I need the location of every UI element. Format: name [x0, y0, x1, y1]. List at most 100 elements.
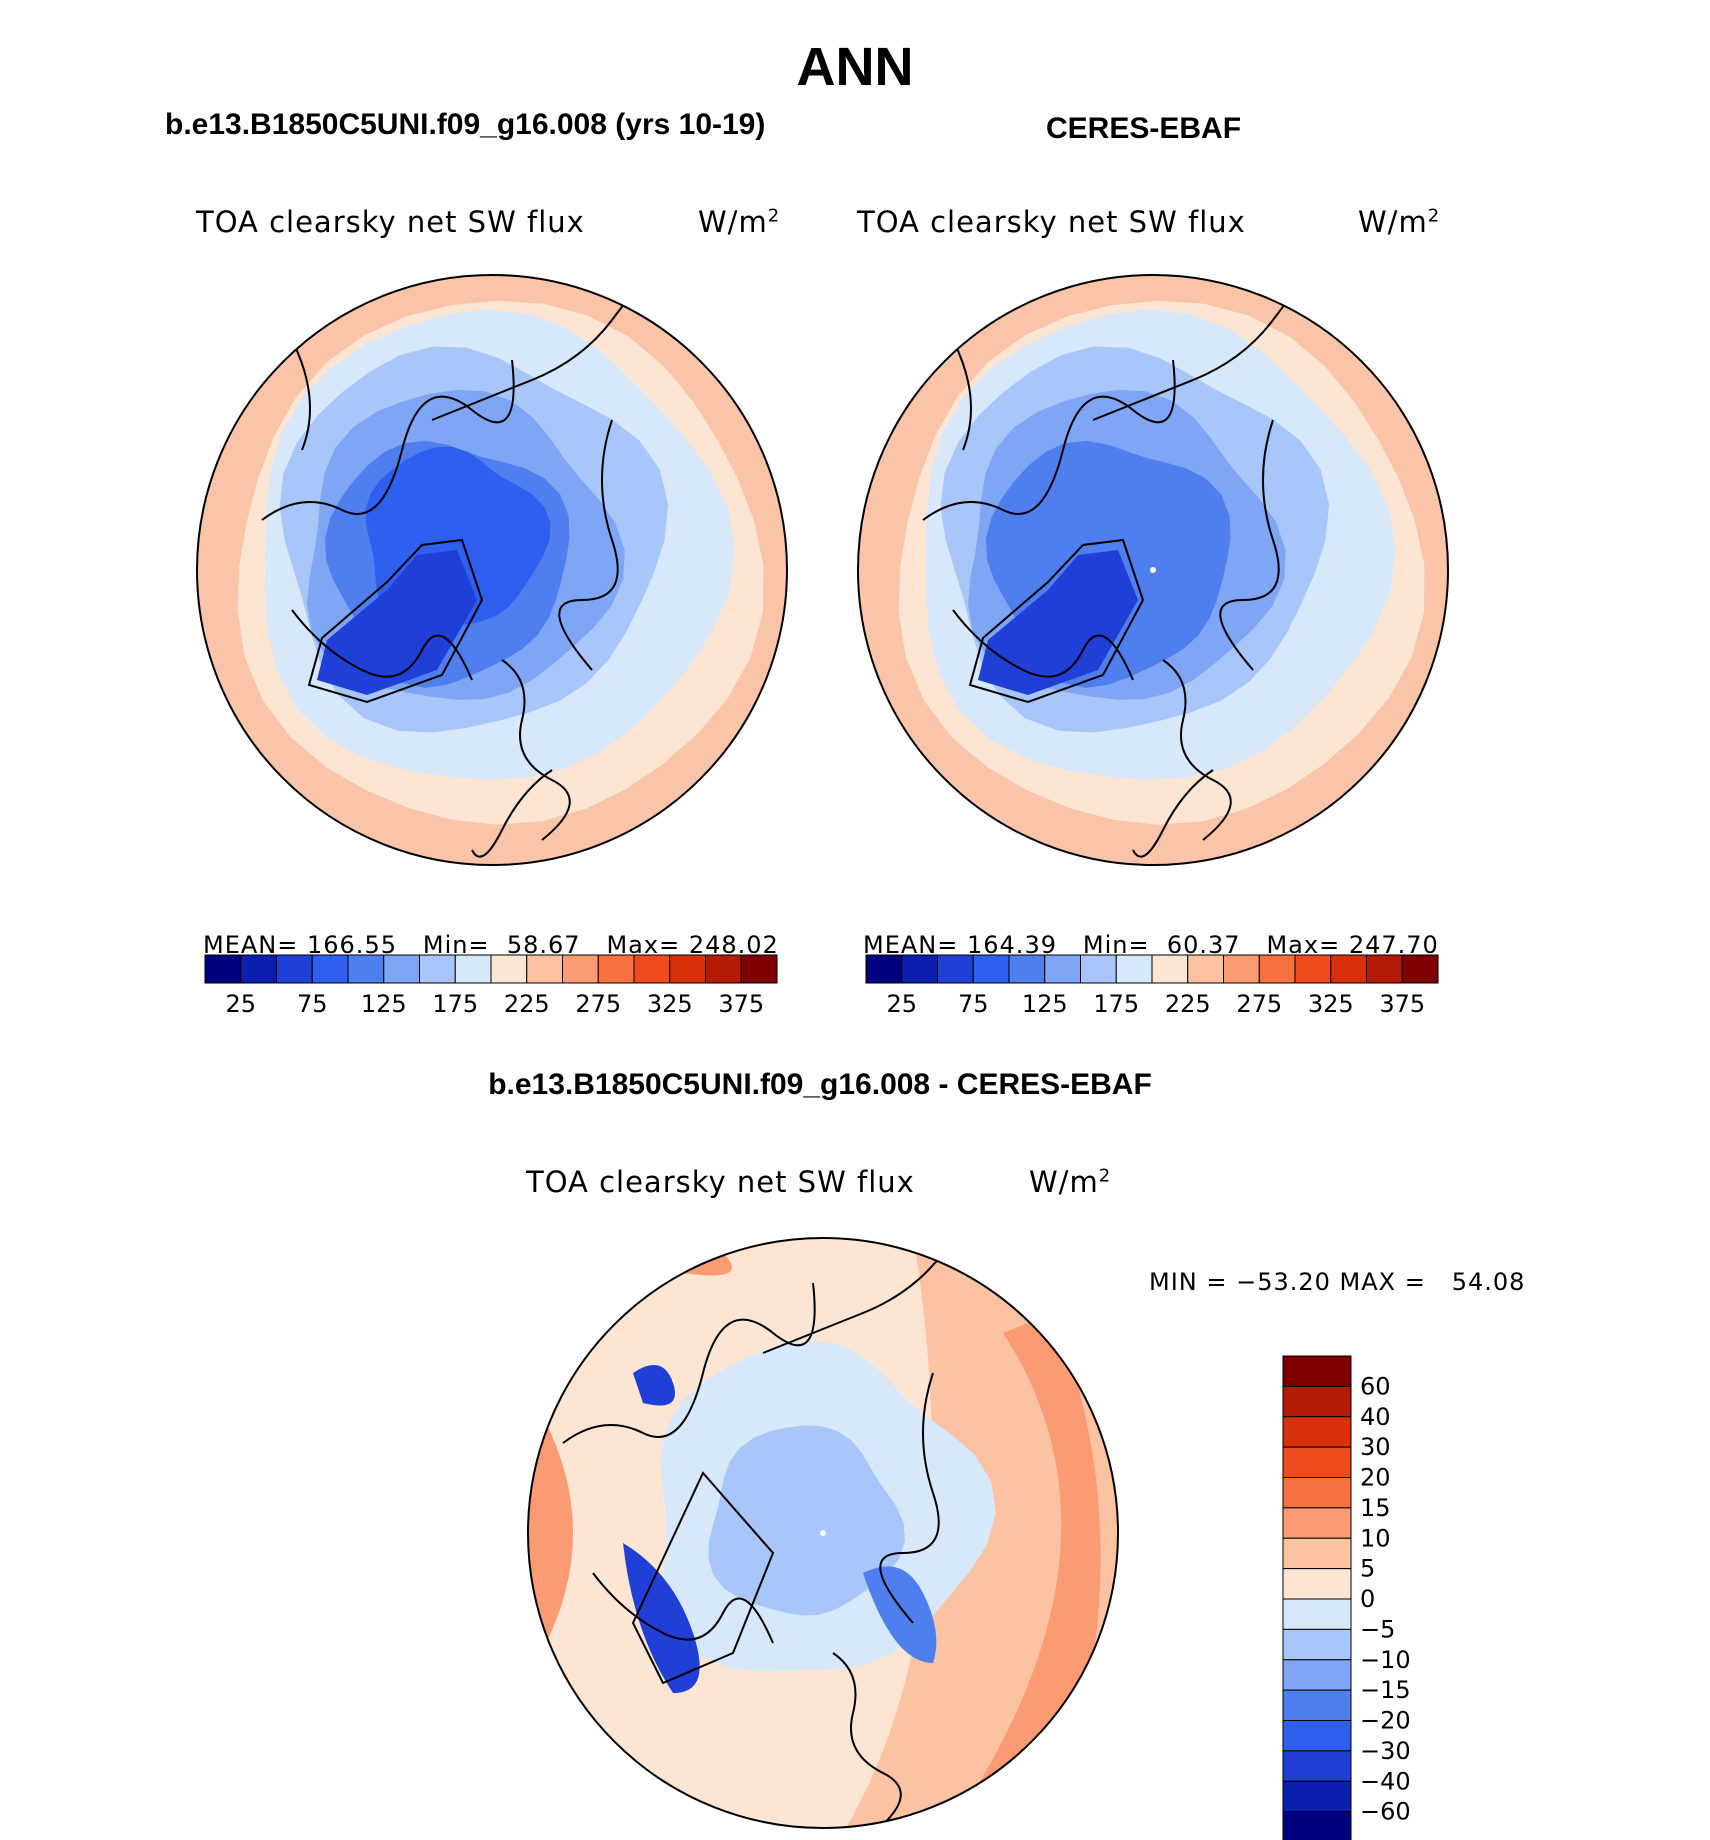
- colorbar-box: [1282, 1689, 1352, 1721]
- colorbar-model: 25 75 125 175 225 275 325 375: [204, 954, 778, 1018]
- diff-panel-variable: TOA clearsky net SW flux: [526, 1165, 915, 1199]
- colorbar-box: [1115, 954, 1153, 984]
- coastline: [291, 339, 311, 451]
- coastline: [1162, 659, 1232, 841]
- colorbar-box: [383, 954, 420, 984]
- colorbar-box: [705, 954, 742, 984]
- colorbar-tick-label: 30: [1360, 1433, 1391, 1461]
- colorbar-tick-label: 275: [575, 990, 621, 1018]
- colorbar-box: [454, 954, 492, 984]
- panel-2-title: CERES-EBAF: [1046, 112, 1242, 145]
- colorbar-box: [1008, 954, 1046, 984]
- colorbar-tick-label: −15: [1360, 1676, 1411, 1704]
- colorbar-box: [1282, 1628, 1352, 1661]
- polar-map-observation: [858, 275, 1448, 865]
- colorbar-box: [1282, 1568, 1352, 1600]
- colorbar-tick-label: 0: [1360, 1585, 1375, 1613]
- colorbar-box: [1294, 954, 1332, 984]
- colorbar-box: [276, 954, 313, 984]
- colorbar-tick-label: 25: [225, 990, 256, 1018]
- colorbar-box: [1282, 1659, 1352, 1691]
- colorbar-box: [1282, 1811, 1352, 1840]
- colorbar-tick-label: 15: [1360, 1494, 1391, 1522]
- colorbar-tick-label: 375: [718, 990, 764, 1018]
- colorbar-box: [1223, 954, 1260, 984]
- colorbar-box: [204, 954, 242, 984]
- colorbar-box: [901, 954, 938, 984]
- colorbar-box: [1080, 954, 1117, 984]
- colorbar-tick-label: 225: [504, 990, 550, 1018]
- colorbar-tick-label: −40: [1360, 1767, 1411, 1795]
- panel-2-units: W/m2: [1358, 205, 1441, 239]
- colorbar-box: [347, 954, 385, 984]
- polar-map-model: [197, 275, 787, 865]
- colorbar-box: [1282, 1507, 1352, 1539]
- zone-neg-north: [633, 1365, 675, 1406]
- colorbar-tick-label: 60: [1360, 1372, 1391, 1400]
- colorbar-box: [633, 954, 671, 984]
- colorbar-tick-label: 20: [1360, 1464, 1391, 1492]
- diff-panel-units: W/m2: [1029, 1165, 1112, 1199]
- colorbar-tick-label: −10: [1360, 1646, 1411, 1674]
- coastline: [501, 659, 571, 841]
- greenland-coastline: [307, 538, 484, 704]
- coastline: [558, 419, 619, 671]
- zone-neg-5-10: [708, 1425, 905, 1616]
- coastline: [762, 1238, 984, 1354]
- polar-map-difference: [528, 1238, 1118, 1828]
- map-2-border: [857, 274, 1449, 866]
- colorbar-box: [1282, 1446, 1352, 1478]
- colorbar-tick-label: −20: [1360, 1707, 1411, 1735]
- colorbar-box: [311, 954, 349, 984]
- colorbar-box: [972, 954, 1010, 984]
- colorbar-tick-label: 325: [647, 990, 693, 1018]
- page-title: ANN: [796, 37, 914, 97]
- colorbar-box: [1282, 1780, 1352, 1813]
- coastline: [1132, 769, 1214, 858]
- colorbar-box: [1401, 954, 1439, 984]
- colorbar-box: [1044, 954, 1081, 984]
- coastline: [562, 1282, 816, 1444]
- colorbar-box: [562, 954, 599, 984]
- colorbar-tick-label: 175: [432, 990, 478, 1018]
- coastline: [952, 609, 1134, 681]
- panel-1-variable: TOA clearsky net SW flux: [196, 205, 585, 239]
- colorbar-box: [1282, 1720, 1352, 1752]
- colorbar-box: [865, 954, 903, 984]
- colorbar-box: [1366, 954, 1403, 984]
- colorbar-tick-label: 325: [1308, 990, 1354, 1018]
- coastline: [922, 359, 1176, 521]
- colorbar-tick-label: −60: [1360, 1798, 1411, 1826]
- coastline: [261, 359, 515, 521]
- colorbar-tick-label: 225: [1165, 990, 1211, 1018]
- zone-neg-barents: [863, 1566, 937, 1663]
- colorbar-box: [490, 954, 528, 984]
- map-3-border: [527, 1237, 1119, 1829]
- panel-1-units: W/m2: [698, 205, 781, 239]
- colorbar-box: [1282, 1385, 1352, 1418]
- coastline: [879, 1372, 940, 1624]
- colorbar-box: [1282, 1477, 1352, 1509]
- coastline: [631, 1471, 775, 1685]
- colorbar-tick-label: −30: [1360, 1737, 1411, 1765]
- pole-marker: [1150, 567, 1156, 573]
- panel-2-stats: MEAN= 164.39 Min= 60.37 Max= 247.70: [863, 931, 1439, 959]
- colorbar-box: [1258, 954, 1296, 984]
- colorbar-tick-label: 40: [1360, 1403, 1391, 1431]
- coastline: [832, 1652, 902, 1828]
- colorbar-tick-label: 175: [1093, 990, 1139, 1018]
- colorbar-box: [1282, 1355, 1352, 1387]
- colorbar-tick-label: 275: [1236, 990, 1282, 1018]
- colorbar-tick-label: 10: [1360, 1524, 1391, 1552]
- pole-marker: [820, 1530, 826, 1536]
- panel-2-variable: TOA clearsky net SW flux: [857, 205, 1246, 239]
- colorbar-tick-label: −5: [1360, 1615, 1395, 1643]
- colorbar-box: [526, 954, 563, 984]
- greenland-zone: [317, 550, 477, 695]
- colorbar-box: [240, 954, 277, 984]
- colorbar-tick-label: 25: [886, 990, 917, 1018]
- colorbar-box: [1282, 1537, 1352, 1570]
- colorbar-tick-label: 125: [361, 990, 407, 1018]
- greenland-coastline: [968, 538, 1145, 704]
